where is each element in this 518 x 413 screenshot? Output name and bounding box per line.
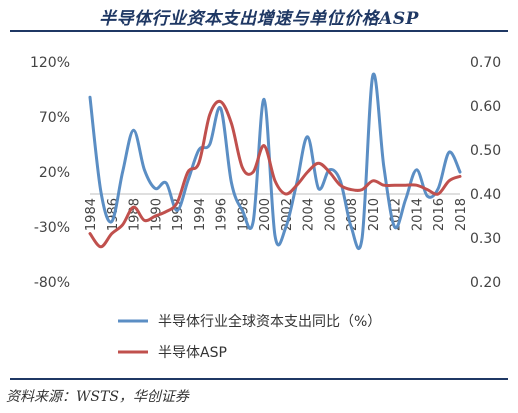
x-tick-label: 1984 (84, 198, 99, 231)
legend-label: 半导体行业全球资本支出同比（%） (158, 313, 381, 330)
legend-label: 半导体ASP (158, 345, 227, 361)
series-capex-growth-line (88, 72, 462, 250)
x-tick-label: 2014 (410, 198, 425, 231)
left-tick-label: -30% (34, 220, 70, 236)
x-axis-ticks: 1984 1986 1988 1990 1992 1994 1996 1998 2000 2002… (84, 198, 469, 231)
x-tick-label: 1994 (193, 198, 208, 231)
x-tick-label: 2010 (367, 198, 382, 231)
left-axis-ticks: -80% -30% 20% 70% 120% (30, 55, 70, 291)
left-tick-label: 120% (30, 55, 70, 71)
legend: 半导体行业全球资本支出同比（%） 半导体ASP (118, 313, 381, 361)
x-tick-label: 2018 (454, 198, 469, 231)
source-note: 资料来源：WSTS，华创证券 (6, 389, 189, 405)
x-tick-label: 1996 (215, 198, 230, 231)
left-tick-label: -80% (34, 275, 70, 291)
series-lines (88, 72, 462, 250)
source-divider (10, 378, 508, 380)
title-underline (10, 30, 508, 32)
x-tick-label: 1988 (128, 198, 143, 231)
right-tick-label: 0.60 (470, 99, 501, 115)
left-tick-label: 20% (39, 165, 70, 181)
right-axis-ticks: 0.20 0.30 0.40 0.50 0.60 0.70 (470, 55, 501, 291)
x-tick-label: 2016 (432, 198, 447, 231)
right-tick-label: 0.20 (470, 275, 501, 291)
x-tick-label: 2000 (258, 198, 273, 231)
chart-title: 半导体行业资本支出增速与单位价格ASP (99, 9, 419, 29)
right-tick-label: 0.70 (470, 55, 501, 71)
right-tick-label: 0.30 (470, 231, 501, 247)
x-tick-label: 2006 (323, 198, 338, 231)
right-tick-label: 0.40 (470, 187, 501, 203)
x-tick-label: 2004 (302, 198, 317, 231)
series-asp-line (88, 99, 462, 249)
right-tick-label: 0.50 (470, 143, 501, 159)
left-tick-label: 70% (39, 110, 70, 126)
